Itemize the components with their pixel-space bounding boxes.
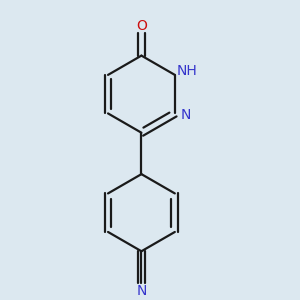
Text: NH: NH xyxy=(176,64,197,78)
Text: N: N xyxy=(181,108,191,122)
Text: O: O xyxy=(136,19,147,33)
Text: N: N xyxy=(136,284,147,298)
